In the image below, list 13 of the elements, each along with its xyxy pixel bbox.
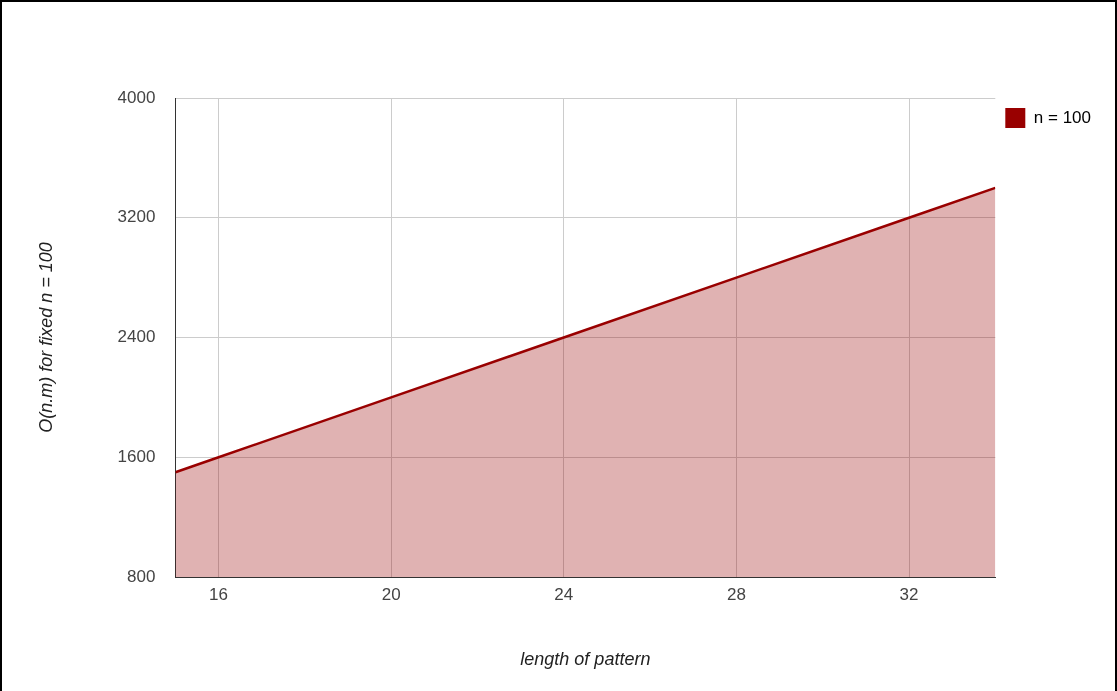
x-axis-title: length of pattern (520, 649, 651, 670)
x-tick-label: 20 (381, 584, 401, 604)
y-tick-label: 1600 (117, 446, 156, 466)
y-axis-title: O(n.m) for fixed n = 100 (35, 242, 56, 433)
y-tick-label: 3200 (117, 207, 156, 227)
y-tick-label: 800 (127, 566, 156, 586)
y-tick-label: 4000 (117, 87, 156, 107)
y-tick-label: 2400 (117, 327, 156, 347)
x-tick-label: 28 (726, 584, 746, 604)
legend-label: n = 100 (1033, 107, 1092, 127)
x-tick-label: 32 (899, 584, 919, 604)
x-tick-label: 24 (554, 584, 574, 604)
x-tick-label: 16 (209, 584, 229, 604)
